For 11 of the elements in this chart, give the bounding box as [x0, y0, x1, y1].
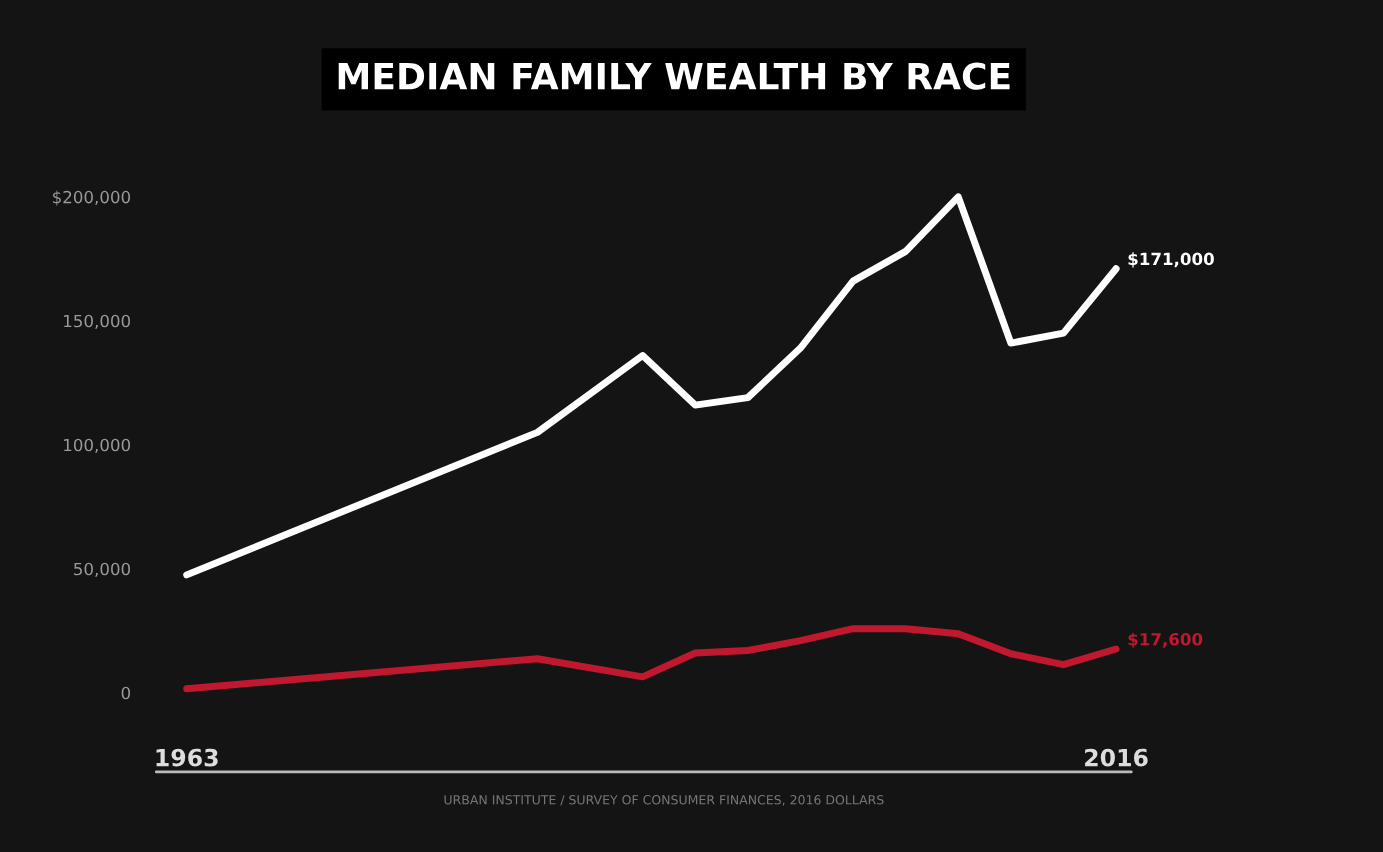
y-tick-label: $200,000: [53, 190, 131, 206]
text: URBAN INSTITUTE / SURVEY OF CONSUMER FINANCES, 2016 DOLLARS: [444, 795, 884, 806]
annotation: $17,600: [1128, 632, 1203, 648]
y-tick-label: 50,000: [74, 562, 131, 577]
x-tick-label: 1963: [156, 748, 218, 767]
y-tick-label: 150,000: [64, 314, 131, 330]
x-tick-label: 2016: [1085, 748, 1148, 767]
annotation: $171,000: [1128, 252, 1214, 268]
y-tick-label: 100,000: [64, 438, 131, 454]
chart-title: MEDIAN FAMILY WEALTH BY RACE: [338, 62, 1010, 90]
y-tick-label: 0: [121, 686, 131, 700]
